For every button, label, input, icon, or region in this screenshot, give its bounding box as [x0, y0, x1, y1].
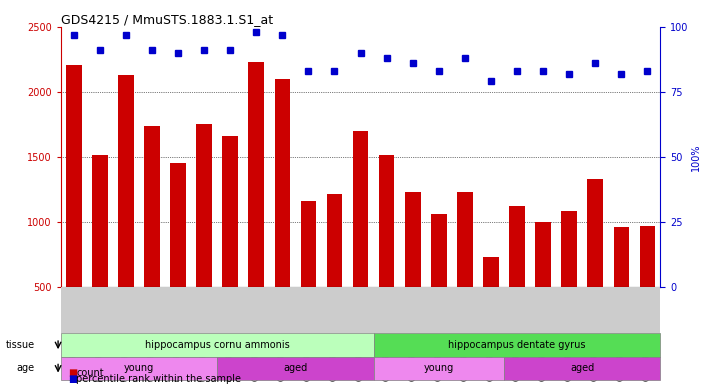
Bar — [274, 79, 290, 352]
Text: percentile rank within the sample: percentile rank within the sample — [76, 374, 241, 384]
Bar — [431, 214, 447, 352]
Bar — [92, 156, 108, 352]
Bar — [373, 357, 504, 380]
Bar — [301, 201, 316, 352]
Text: young: young — [124, 364, 154, 374]
Bar — [536, 222, 551, 352]
Bar — [248, 62, 264, 352]
Bar — [217, 357, 373, 380]
Bar — [61, 333, 373, 357]
Bar — [144, 126, 160, 352]
Text: count: count — [76, 368, 104, 378]
Bar — [196, 124, 212, 352]
Bar — [327, 194, 342, 352]
Text: aged: aged — [570, 364, 594, 374]
Text: age: age — [16, 364, 34, 374]
Bar — [379, 156, 394, 352]
Bar — [170, 163, 186, 352]
Text: ■: ■ — [68, 368, 77, 378]
Bar — [509, 206, 525, 352]
Bar — [457, 192, 473, 352]
Text: ■: ■ — [68, 374, 77, 384]
Bar — [405, 192, 421, 352]
Text: hippocampus dentate gyrus: hippocampus dentate gyrus — [448, 340, 585, 350]
Bar — [613, 227, 629, 352]
Text: hippocampus cornu ammonis: hippocampus cornu ammonis — [145, 340, 289, 350]
Bar — [66, 65, 81, 352]
Text: tissue: tissue — [6, 340, 34, 350]
Bar — [588, 179, 603, 352]
Bar — [483, 257, 499, 352]
Text: aged: aged — [283, 364, 308, 374]
Text: GDS4215 / MmuSTS.1883.1.S1_at: GDS4215 / MmuSTS.1883.1.S1_at — [61, 13, 273, 26]
Bar — [561, 211, 577, 352]
Y-axis label: 100%: 100% — [691, 143, 701, 170]
Bar — [353, 131, 368, 352]
Bar — [118, 75, 134, 352]
Bar — [373, 333, 660, 357]
Bar — [504, 357, 660, 380]
Bar — [640, 225, 655, 352]
Text: young: young — [423, 364, 454, 374]
Bar — [222, 136, 238, 352]
Bar — [61, 357, 217, 380]
